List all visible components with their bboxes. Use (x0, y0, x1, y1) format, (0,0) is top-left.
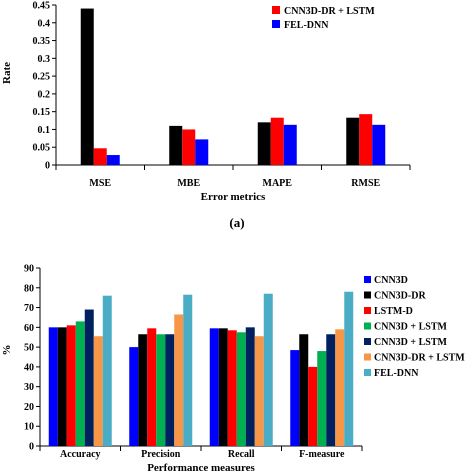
y-tick-label: 40 (24, 362, 34, 373)
bar (257, 122, 271, 165)
x-tick-label: Precision (141, 449, 181, 460)
bar (372, 124, 386, 165)
y-tick-label: 0 (45, 161, 50, 172)
bar (299, 334, 309, 446)
y-tick-label: 50 (24, 343, 34, 354)
y-tick-label: 0.1 (38, 125, 51, 136)
panel-label-a: (a) (229, 215, 244, 230)
legend-swatch (364, 322, 371, 330)
legend-label: CNN3D + LSTM (374, 337, 447, 348)
bar (344, 291, 354, 446)
bar (283, 124, 297, 165)
legend-label: CNN3D-DR + LSTM (374, 353, 465, 364)
legend-swatch (364, 291, 371, 299)
bar (245, 327, 255, 446)
legend: CNN3D CNN3D-DR LSTM-D CNN3D + LSTM CNN3D + L… (364, 275, 465, 379)
bar (254, 336, 264, 446)
error-metrics-chart: 0 0.05 0.1 0.15 0.2 0.25 0.3 0.35 0.4 0.45 MSE MBE M… (1, 1, 411, 203)
y-tick-label: 0.4 (38, 18, 51, 29)
bar (263, 293, 273, 446)
bar (290, 350, 300, 446)
bar (209, 328, 219, 446)
y-tick-label: 10 (24, 422, 34, 433)
x-tick-label: MSE (89, 178, 111, 189)
bar (308, 366, 318, 446)
y-axis-title: Rate (1, 62, 13, 84)
bar (66, 325, 76, 446)
y-tick-label: 0.05 (33, 143, 51, 154)
bar (335, 329, 345, 446)
x-tick-label: MBE (177, 178, 200, 189)
bar (84, 309, 94, 446)
bar (182, 129, 196, 165)
bar (93, 336, 103, 446)
y-tick-label: 0.3 (38, 54, 51, 65)
bar (218, 328, 228, 446)
y-tick-label: 0.25 (33, 72, 51, 83)
bar (227, 330, 237, 446)
bar (174, 314, 184, 446)
bar (165, 334, 175, 446)
legend-label: FEL-DNN (374, 368, 419, 379)
y-tick-label: 60 (24, 323, 34, 334)
y-tick-label: 0.15 (33, 107, 51, 118)
bar (195, 139, 209, 165)
bar (236, 332, 246, 446)
legend-swatch (364, 276, 371, 283)
bar (48, 327, 58, 446)
y-tick-label: 0.35 (33, 36, 51, 47)
y-tick-label: 80 (24, 283, 34, 294)
x-tick-label: Accuracy (60, 449, 101, 460)
bar (75, 321, 85, 446)
bar (317, 351, 327, 446)
x-tick-label: MAPE (263, 178, 293, 189)
legend: CNN3D-DR + LSTM FEL-DNN (272, 6, 375, 31)
performance-measures-chart: 0 10 20 30 40 50 60 70 80 90 Accuracy Precision Reca… (1, 264, 465, 474)
y-tick-label: 0 (29, 442, 34, 453)
bar (169, 125, 183, 165)
bar (102, 295, 112, 446)
y-tick-label: 30 (24, 382, 34, 393)
y-tick-label: 20 (24, 402, 34, 413)
legend-swatch (364, 369, 371, 376)
y-tick-label: 90 (24, 264, 34, 275)
bar (80, 8, 94, 165)
legend-label: CNN3D (374, 275, 408, 286)
legend-label: CNN3D + LSTM (374, 322, 447, 333)
legend-swatch (364, 353, 371, 361)
legend-label: FEL-DNN (284, 20, 329, 31)
y-tick-label: 0.2 (38, 89, 51, 100)
x-tick-label: Recall (228, 449, 255, 460)
bar (106, 155, 120, 165)
bar (270, 117, 284, 165)
bar (93, 148, 107, 165)
y-tick-label: 0.45 (33, 1, 51, 12)
legend-swatch (364, 307, 371, 314)
x-axis-title: Error metrics (201, 191, 266, 203)
y-axis-title: % (1, 345, 13, 356)
bar (156, 334, 166, 446)
bar (138, 334, 148, 446)
legend-label: CNN3D-DR (374, 291, 426, 302)
bar (346, 117, 360, 165)
bar (147, 328, 157, 446)
x-tick-label: F-measure (299, 449, 345, 460)
bar (183, 294, 193, 446)
bar (129, 347, 139, 446)
bar (326, 334, 336, 446)
legend-label: CNN3D-DR + LSTM (284, 6, 375, 17)
legend-swatch (364, 338, 371, 345)
y-tick-label: 70 (24, 303, 34, 314)
bar (359, 114, 373, 165)
legend-label: LSTM-D (374, 306, 413, 317)
x-axis-title: Performance measures (147, 462, 255, 474)
legend-swatch (272, 20, 280, 28)
x-tick-label: RMSE (351, 178, 380, 189)
bar (57, 327, 67, 446)
legend-swatch (272, 6, 280, 14)
